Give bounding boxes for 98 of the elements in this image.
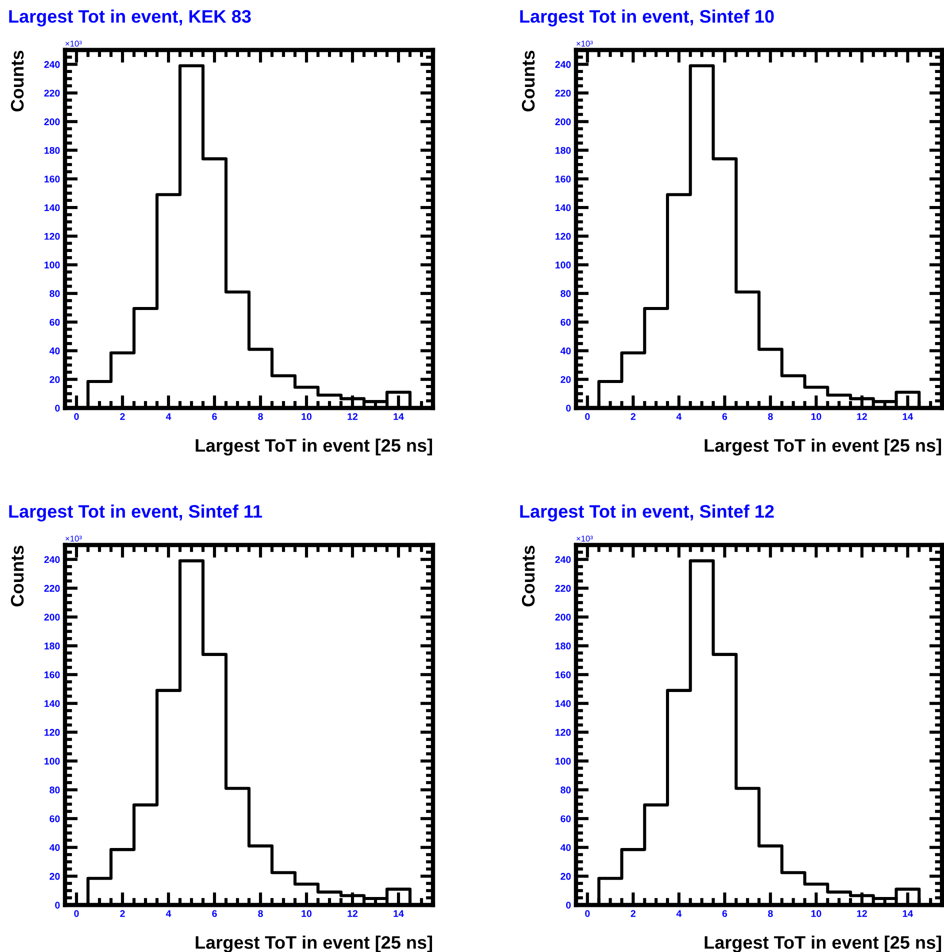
x-tick-label: 8 xyxy=(258,413,263,420)
x-tick-label: 10 xyxy=(302,413,312,420)
y-tick-label: 100 xyxy=(556,262,571,268)
x-tick-label: 8 xyxy=(768,413,773,420)
x-tick-label: 4 xyxy=(166,413,172,420)
y-tick-label: 200 xyxy=(555,118,571,126)
y-tick-label: 80 xyxy=(560,290,571,298)
chart-title: Largest Tot in event, KEK 83 xyxy=(9,10,251,26)
y-tick-label: 160 xyxy=(44,176,60,182)
x-tick-label: 4 xyxy=(676,413,682,420)
x-tick-label: 0 xyxy=(74,413,79,420)
chart-title: Largest Tot in event, Sintef 10 xyxy=(520,10,774,26)
y-tick-label: 160 xyxy=(556,176,571,182)
x-tick-label: 2 xyxy=(120,910,125,917)
text: ×10³ xyxy=(66,40,82,47)
y-tick-label: 60 xyxy=(560,318,571,326)
x-tick-label: 6 xyxy=(212,413,217,420)
x-tick-label: 2 xyxy=(630,413,636,420)
y-tick-label: 140 xyxy=(44,700,60,708)
y-tick-label: 40 xyxy=(49,844,60,852)
y-tick-label: 200 xyxy=(555,614,571,621)
y-tick-label: 160 xyxy=(44,671,60,678)
x-tick-label: 14 xyxy=(394,413,404,420)
y-tick-label: 0 xyxy=(566,902,571,909)
y-axis-title: Counts xyxy=(522,50,535,112)
x-tick-label: 12 xyxy=(348,413,358,420)
x-tick-label: 8 xyxy=(258,910,263,917)
x-tick-label: 2 xyxy=(120,413,125,420)
y-tick-label: 240 xyxy=(44,556,60,564)
y-tick-label: 40 xyxy=(560,347,571,354)
y-tick-label: 60 xyxy=(560,815,571,822)
y-tick-label: 0 xyxy=(55,404,60,412)
x-axis-title: Largest ToT in event [25 ns] xyxy=(196,438,432,456)
y-tick-label: 240 xyxy=(555,556,571,564)
y-tick-label: 0 xyxy=(566,404,571,412)
y-tick-label: 60 xyxy=(50,318,60,326)
y-axis-title: Counts xyxy=(522,546,535,606)
y-tick-label: 220 xyxy=(44,584,60,592)
y-tick-label: 240 xyxy=(44,61,60,68)
y-tick-label: 20 xyxy=(50,376,60,383)
y-tick-label: 120 xyxy=(556,728,571,736)
y-tick-label: 20 xyxy=(560,376,571,383)
y-tick-label: 20 xyxy=(50,872,60,880)
x-tick-label: 8 xyxy=(768,910,773,917)
y-tick-label: 200 xyxy=(44,118,60,126)
text: ×10³ xyxy=(576,536,593,542)
x-tick-label: 0 xyxy=(585,413,590,420)
x-tick-label: 14 xyxy=(902,413,914,420)
y-tick-label: 120 xyxy=(44,232,60,240)
x-tick-label: 2 xyxy=(630,910,636,917)
y-tick-label: 120 xyxy=(556,232,571,240)
x-tick-label: 4 xyxy=(676,910,682,917)
x-tick-label: 10 xyxy=(302,910,312,917)
x-tick-label: 12 xyxy=(348,910,358,917)
y-tick-label: 240 xyxy=(555,61,571,68)
x-tick-label: 10 xyxy=(811,413,822,420)
y-axis-title: Counts xyxy=(10,50,24,112)
y-tick-label: 200 xyxy=(44,614,60,621)
x-tick-label: 6 xyxy=(212,910,217,917)
y-tick-label: 180 xyxy=(556,642,571,650)
y-tick-label: 80 xyxy=(560,786,571,794)
y-tick-label: 0 xyxy=(55,902,60,909)
x-tick-label: 14 xyxy=(902,910,914,917)
x-tick-label: 12 xyxy=(857,910,867,917)
y-tick-label: 80 xyxy=(50,786,60,794)
y-tick-label: 180 xyxy=(556,146,571,154)
y-tick-label: 180 xyxy=(44,146,60,154)
y-tick-label: 140 xyxy=(556,204,571,212)
x-tick-label: 0 xyxy=(74,910,79,917)
x-tick-label: 6 xyxy=(722,413,728,420)
y-tick-label: 100 xyxy=(44,758,60,765)
y-tick-label: 220 xyxy=(555,90,571,97)
y-tick-label: 160 xyxy=(556,671,571,678)
x-tick-label: 6 xyxy=(722,910,728,917)
x-tick-label: 0 xyxy=(585,910,590,917)
x-tick-label: 14 xyxy=(394,910,404,917)
chart-title: Largest Tot in event, Sintef 11 xyxy=(9,504,262,522)
y-tick-label: 60 xyxy=(50,815,60,822)
y-tick-label: 100 xyxy=(44,262,60,268)
y-tick-label: 180 xyxy=(44,642,60,650)
y-tick-label: 100 xyxy=(556,758,571,765)
y-tick-label: 80 xyxy=(50,290,60,298)
y-tick-label: 120 xyxy=(44,728,60,736)
chart-title: Largest Tot in event, Sintef 12 xyxy=(520,504,774,522)
y-tick-label: 20 xyxy=(560,872,571,880)
x-tick-label: 10 xyxy=(811,910,822,917)
x-tick-label: 4 xyxy=(166,910,172,917)
text: ×10³ xyxy=(66,536,82,542)
y-tick-label: 40 xyxy=(560,844,571,852)
x-tick-label: 12 xyxy=(857,413,867,420)
y-tick-label: 40 xyxy=(49,347,60,354)
x-axis-title: Largest ToT in event [25 ns] xyxy=(704,438,942,456)
y-axis-title: Counts xyxy=(10,546,24,606)
text: ×10³ xyxy=(576,40,593,47)
y-tick-label: 140 xyxy=(556,700,571,708)
y-tick-label: 220 xyxy=(555,584,571,592)
y-tick-label: 220 xyxy=(44,90,60,97)
y-tick-label: 140 xyxy=(44,204,60,212)
